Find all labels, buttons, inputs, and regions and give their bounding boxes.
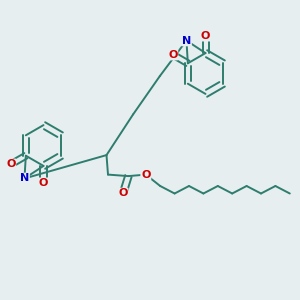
Text: O: O bbox=[201, 31, 210, 41]
Text: O: O bbox=[141, 169, 151, 180]
Text: O: O bbox=[168, 50, 178, 60]
Text: O: O bbox=[118, 188, 128, 199]
Text: O: O bbox=[6, 159, 16, 170]
Text: N: N bbox=[182, 35, 191, 46]
Text: N: N bbox=[20, 173, 29, 184]
Text: O: O bbox=[39, 178, 48, 188]
